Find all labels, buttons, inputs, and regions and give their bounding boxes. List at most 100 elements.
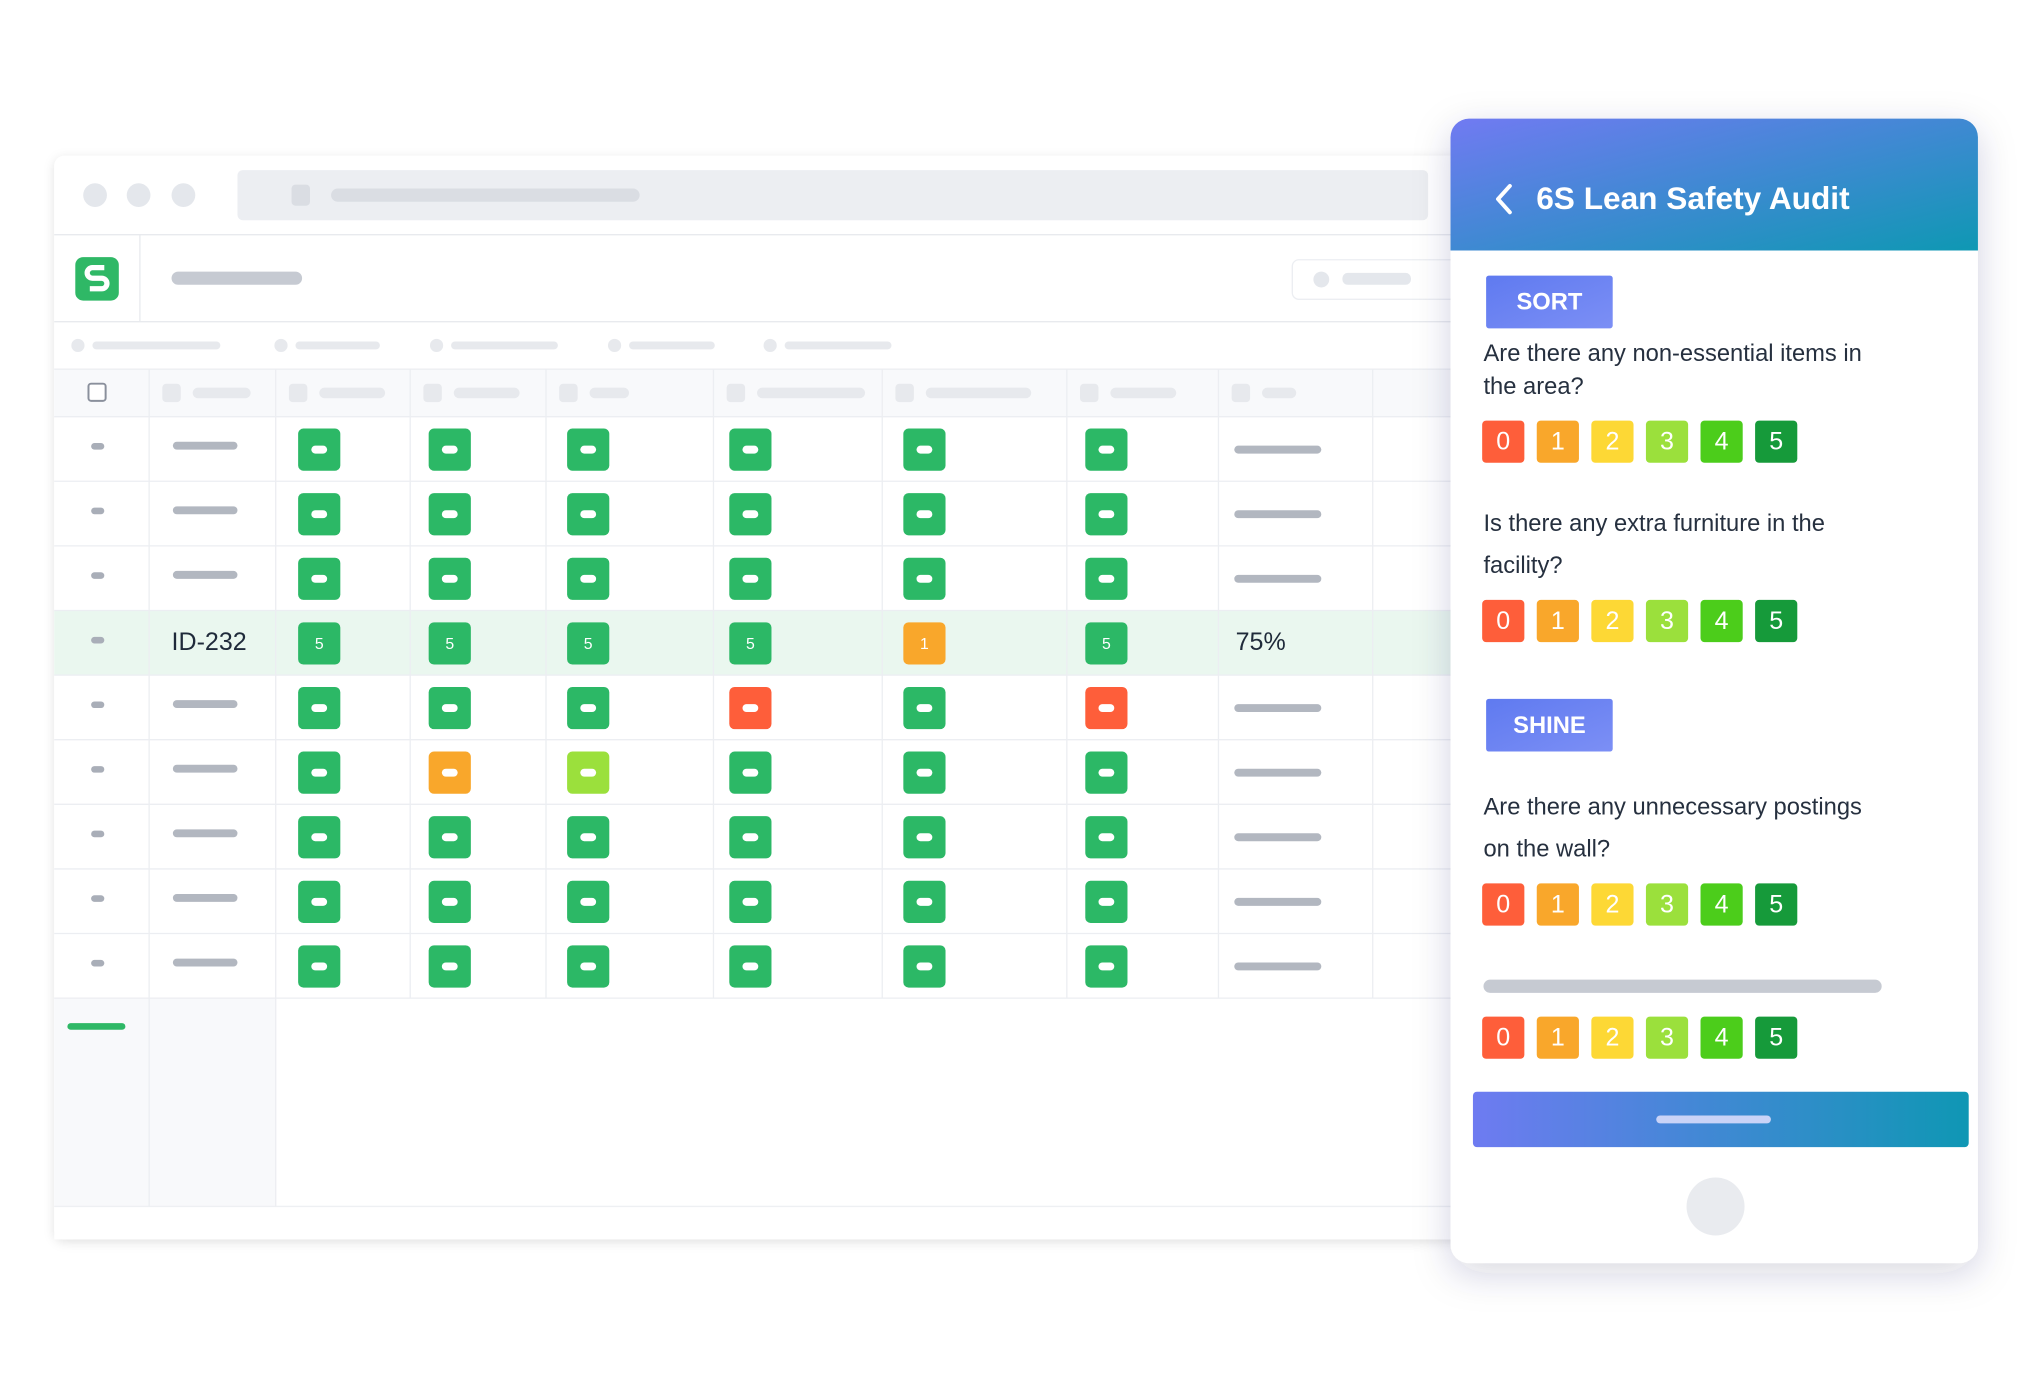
add-row-link[interactable]: [67, 1023, 126, 1030]
search-icon: [1313, 271, 1330, 288]
score-mark: [441, 833, 458, 842]
score-mark: [742, 897, 759, 906]
select-all-checkbox[interactable]: [87, 382, 107, 402]
header-icon: [559, 383, 578, 403]
rating-option[interactable]: [1700, 1016, 1743, 1059]
score-mark: [1098, 897, 1115, 906]
score-mark: [916, 897, 933, 906]
rating-label: 5: [1769, 890, 1783, 918]
rating-option[interactable]: [1755, 420, 1798, 463]
filter-dot[interactable]: [71, 338, 85, 353]
rating-option[interactable]: [1591, 420, 1634, 463]
audit-panel: 6S Lean Safety Audit SORT Are there any n…: [1450, 118, 1978, 1264]
rating-option[interactable]: [1536, 420, 1579, 463]
header-placeholder: [192, 387, 251, 399]
page-title-placeholder: [171, 271, 303, 285]
header-placeholder: [589, 387, 630, 399]
rating-option[interactable]: [1482, 420, 1525, 463]
score-mark: [916, 962, 933, 971]
rating-label: 0: [1496, 428, 1510, 456]
rating-option[interactable]: [1645, 420, 1689, 463]
row-handle: [91, 572, 105, 579]
rating-option[interactable]: [1755, 1016, 1798, 1059]
rating-option[interactable]: [1755, 883, 1798, 926]
score-mark: [441, 574, 458, 583]
score-mark: [916, 445, 933, 454]
filter-dot[interactable]: [607, 338, 622, 353]
score-mark: [580, 962, 597, 971]
lock-icon: [291, 184, 310, 206]
header-icon: [726, 383, 746, 403]
rating-option[interactable]: [1645, 599, 1689, 643]
row-highlight: [54, 610, 1505, 676]
score-mark: [742, 574, 759, 583]
percent-placeholder: [1234, 704, 1322, 713]
rating-option[interactable]: [1645, 1016, 1689, 1059]
header-placeholder: [756, 387, 866, 399]
header-placeholder: [453, 387, 520, 399]
row-handle: [91, 507, 105, 515]
section-tag: [1486, 275, 1613, 329]
url-bar[interactable]: [237, 170, 1429, 221]
row-percent: 75%: [1236, 628, 1286, 656]
score-mark: [916, 768, 933, 777]
question-text: Is there any extra furniture in the: [1483, 511, 1824, 537]
id-placeholder: [172, 893, 238, 902]
rating-option[interactable]: [1645, 883, 1689, 926]
score-mark: [311, 574, 328, 583]
filter-dot[interactable]: [763, 338, 777, 353]
score-label: 1: [920, 636, 929, 653]
row-handle: [91, 830, 105, 838]
rating-label: 5: [1769, 607, 1783, 635]
rating-option[interactable]: [1755, 599, 1798, 643]
score-label: 5: [746, 636, 755, 653]
rating-option[interactable]: [1700, 599, 1743, 643]
rating-option[interactable]: [1536, 883, 1579, 926]
score-mark: [742, 833, 759, 842]
rating-label: 2: [1605, 890, 1619, 918]
filter-placeholder: [784, 341, 892, 350]
score-mark: [742, 445, 759, 454]
back-button[interactable]: [1496, 183, 1512, 215]
score-mark: [580, 510, 597, 519]
footer: [54, 1206, 1505, 1240]
rating-option[interactable]: [1591, 599, 1634, 643]
audit-form: SORT Are there any non-essential items in…: [1482, 275, 1862, 1059]
score-mark: [580, 768, 597, 777]
header-placeholder: [1261, 387, 1297, 399]
rating-label: 3: [1660, 428, 1674, 456]
header-placeholder: [319, 387, 386, 399]
score-mark: [441, 445, 458, 454]
score-mark: [441, 510, 458, 519]
score-cell: [1085, 622, 1128, 665]
rating-option[interactable]: [1700, 883, 1743, 926]
filter-dot[interactable]: [429, 338, 444, 353]
rating-option[interactable]: [1591, 883, 1634, 926]
rating-option[interactable]: [1536, 599, 1579, 643]
rating-option[interactable]: [1482, 883, 1525, 926]
rating-label: 4: [1715, 890, 1729, 918]
rating-label: 3: [1660, 890, 1674, 918]
rating-option[interactable]: [1536, 1016, 1579, 1059]
url-placeholder: [331, 188, 640, 202]
browser-window: ID-232 75% 5 5 5 5 1 5: [54, 155, 1505, 1240]
question-text: on the wall?: [1483, 837, 1610, 863]
rating-label: 2: [1605, 607, 1619, 635]
score-mark: [441, 704, 458, 713]
row-handle: [91, 895, 105, 902]
home-button[interactable]: [1686, 1177, 1745, 1236]
score-cell: [298, 622, 341, 665]
score-mark: [742, 768, 759, 777]
rating-label: 2: [1605, 428, 1619, 456]
score-mark: [1098, 768, 1115, 777]
score-mark: [742, 704, 759, 713]
score-cell: [428, 622, 471, 665]
rating-option[interactable]: [1700, 420, 1743, 463]
rating-option[interactable]: [1482, 1016, 1525, 1059]
rating-option[interactable]: [1482, 599, 1525, 643]
filter-dot[interactable]: [274, 338, 288, 353]
rating-option[interactable]: [1591, 1016, 1634, 1059]
header-icon: [423, 383, 442, 403]
score-mark: [311, 897, 328, 906]
